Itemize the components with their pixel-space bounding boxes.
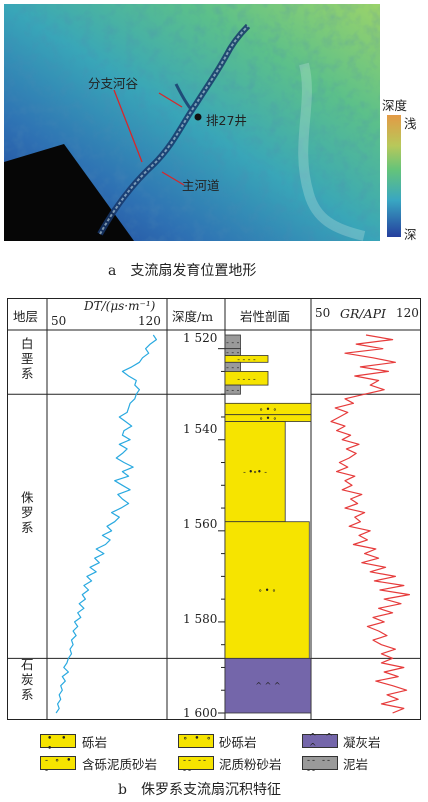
caption-b: b 侏罗系支流扇沉积特征: [118, 782, 281, 798]
legend-label-pebbly-argillaceous-sandstone: 含砾泥质砂岩: [82, 757, 158, 772]
depth-legend-deep: 深: [404, 227, 417, 242]
lith-block-10: [224, 657, 312, 714]
depth-tick-1560: 1 560: [183, 517, 218, 531]
lith-block-5: [224, 384, 241, 395]
depth-colorbar: [387, 115, 401, 237]
strata-carboniferous: 石炭系: [21, 657, 34, 702]
header-depth: 深度/m: [172, 309, 214, 324]
lith-block-2: [224, 355, 269, 363]
well-marker: [194, 113, 202, 121]
strata-jurassic: 侏罗系: [21, 490, 34, 535]
lith-pattern-3: - - -: [226, 363, 239, 372]
depth-tick-1580: 1 580: [183, 612, 218, 626]
well-log-panel: - - -- - -- - - -- - -- - - -- - -∘ • ∘∘…: [7, 298, 421, 720]
main-channel-highlight: [99, 25, 249, 235]
legend-swatch-tuff: ^ ^ ^: [302, 733, 338, 753]
lith-pattern-1: - - -: [226, 348, 239, 357]
lith-block-4: [224, 371, 269, 386]
depth-legend-title: 深度: [382, 98, 408, 113]
legend-label-argillaceous-siltstone: 泥质粉砂岩: [219, 757, 282, 772]
lith-pattern-8: - •∘• -: [243, 468, 267, 477]
header-dt: DT/(μs·m⁻¹): [84, 299, 156, 313]
branch-valley-path: [174, 83, 192, 109]
panel-border: [7, 298, 421, 720]
caption-a: a 支流扇发育位置地形: [108, 263, 257, 279]
header-gr: GR/API: [340, 306, 386, 321]
terrain-ridge: [298, 62, 366, 241]
leader-branch-valley-2: [158, 92, 183, 108]
lithology-column: - - -- - -- - - -- - -- - - -- - -∘ • ∘∘…: [224, 334, 312, 714]
leader-branch-valley: [113, 89, 143, 163]
lith-pattern-10: ^ ^ ^: [255, 682, 280, 691]
header-lith: 岩性剖面: [240, 309, 291, 324]
label-main-channel: 主河道: [182, 178, 220, 193]
depth-tick-1520: 1 520: [183, 331, 218, 345]
header-gr-min: 50: [315, 306, 331, 320]
depth-legend-shallow: 浅: [404, 116, 417, 131]
gr-curve: [330, 334, 410, 714]
lith-pattern-2: - - - -: [237, 355, 256, 364]
legend-swatch-argillaceous-siltstone: -- -- --: [178, 756, 214, 776]
legend-swatch-conglomerate: • • •: [40, 734, 76, 754]
leader-main-channel: [161, 171, 185, 186]
lith-pattern-5: - - -: [226, 386, 239, 395]
depth-tick-1600: 1 600: [183, 706, 218, 720]
depth-tick-1540: 1 540: [183, 422, 218, 436]
lith-pattern-0: - - -: [226, 338, 239, 347]
lith-block-9: [224, 521, 310, 659]
lith-block-8: [224, 421, 286, 523]
lith-pattern-6: ∘ • ∘: [259, 405, 277, 414]
legend-swatch-mudstone: -- -- --: [302, 756, 338, 776]
terrain-map: [4, 4, 380, 241]
lith-pattern-4: - - - -: [237, 374, 256, 383]
header-dt-max: 120: [138, 314, 161, 328]
header-gr-max: 120: [396, 306, 419, 320]
header-strata: 地层: [13, 309, 39, 324]
label-branch-valley: 分支河谷: [88, 76, 139, 91]
lith-pattern-9: ∘ • ∘: [258, 586, 276, 595]
legend-label-sandy-conglomerate: 砂砾岩: [219, 735, 257, 750]
dt-curve: [55, 334, 157, 714]
log-curves: [55, 334, 410, 714]
legend-label-mudstone: 泥岩: [343, 757, 369, 772]
legend-swatch-sandy-conglomerate: ∘ • ∘: [178, 734, 214, 748]
legend-label-tuff: 凝灰岩: [343, 735, 381, 750]
label-well: 排27井: [206, 113, 247, 128]
legend-swatch-pebbly-argillaceous-sandstone: - ∘ • -: [40, 756, 76, 776]
legend-label-conglomerate: 砾岩: [82, 735, 108, 750]
lith-pattern-7: ∘ • ∘: [259, 414, 277, 423]
strata-cretaceous: 白垩系: [21, 336, 34, 381]
header-dt-min: 50: [51, 314, 67, 328]
deep-basin-corner: [4, 144, 134, 241]
